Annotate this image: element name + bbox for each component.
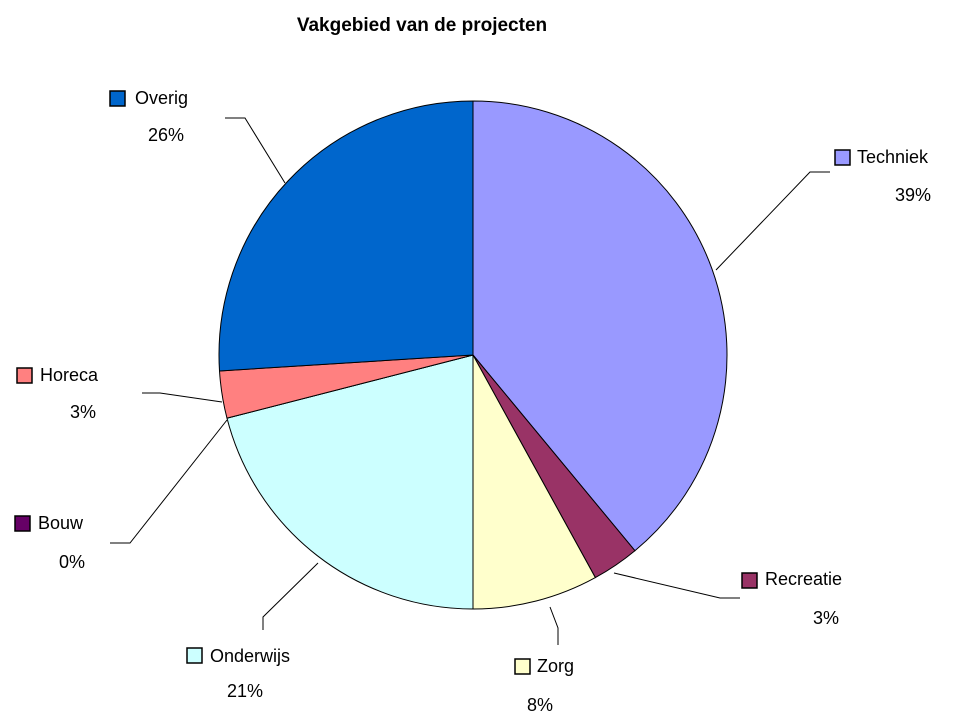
value-label: 3%: [70, 402, 96, 422]
legend-swatch: [109, 90, 126, 107]
value-label: 3%: [813, 608, 839, 628]
pie-slice: [226, 354, 474, 610]
pie-slice: [472, 354, 597, 610]
leader-line: [110, 419, 228, 544]
slice-label: Bouw: [38, 513, 84, 533]
legend-swatch: [834, 149, 851, 166]
slice-label: Overig: [135, 88, 188, 108]
slice-label: Onderwijs: [210, 646, 290, 666]
value-label: 0%: [59, 552, 85, 572]
value-label: 21%: [227, 681, 263, 701]
leader-line: [549, 606, 559, 645]
leader-line: [715, 171, 830, 271]
pie-slice: [472, 100, 728, 552]
legend-swatch: [741, 572, 758, 589]
leader-line: [613, 572, 740, 599]
value-label: 39%: [895, 185, 931, 205]
slice-label: Zorg: [537, 656, 574, 676]
pie-slice: [218, 100, 474, 372]
legend-swatch: [514, 658, 531, 675]
slice-label: Horeca: [40, 365, 99, 385]
slice-label: Techniek: [857, 147, 929, 167]
leader-line: [262, 562, 319, 630]
leader-line: [225, 117, 286, 184]
value-label: 8%: [527, 695, 553, 715]
chart-title: Vakgebied van de projecten: [297, 15, 547, 36]
leader-line: [142, 392, 223, 403]
value-label: 26%: [148, 125, 184, 145]
legend-swatch: [186, 647, 203, 664]
legend-swatch: [16, 367, 33, 384]
slice-label: Recreatie: [765, 569, 842, 589]
legend-swatch: [14, 515, 31, 532]
